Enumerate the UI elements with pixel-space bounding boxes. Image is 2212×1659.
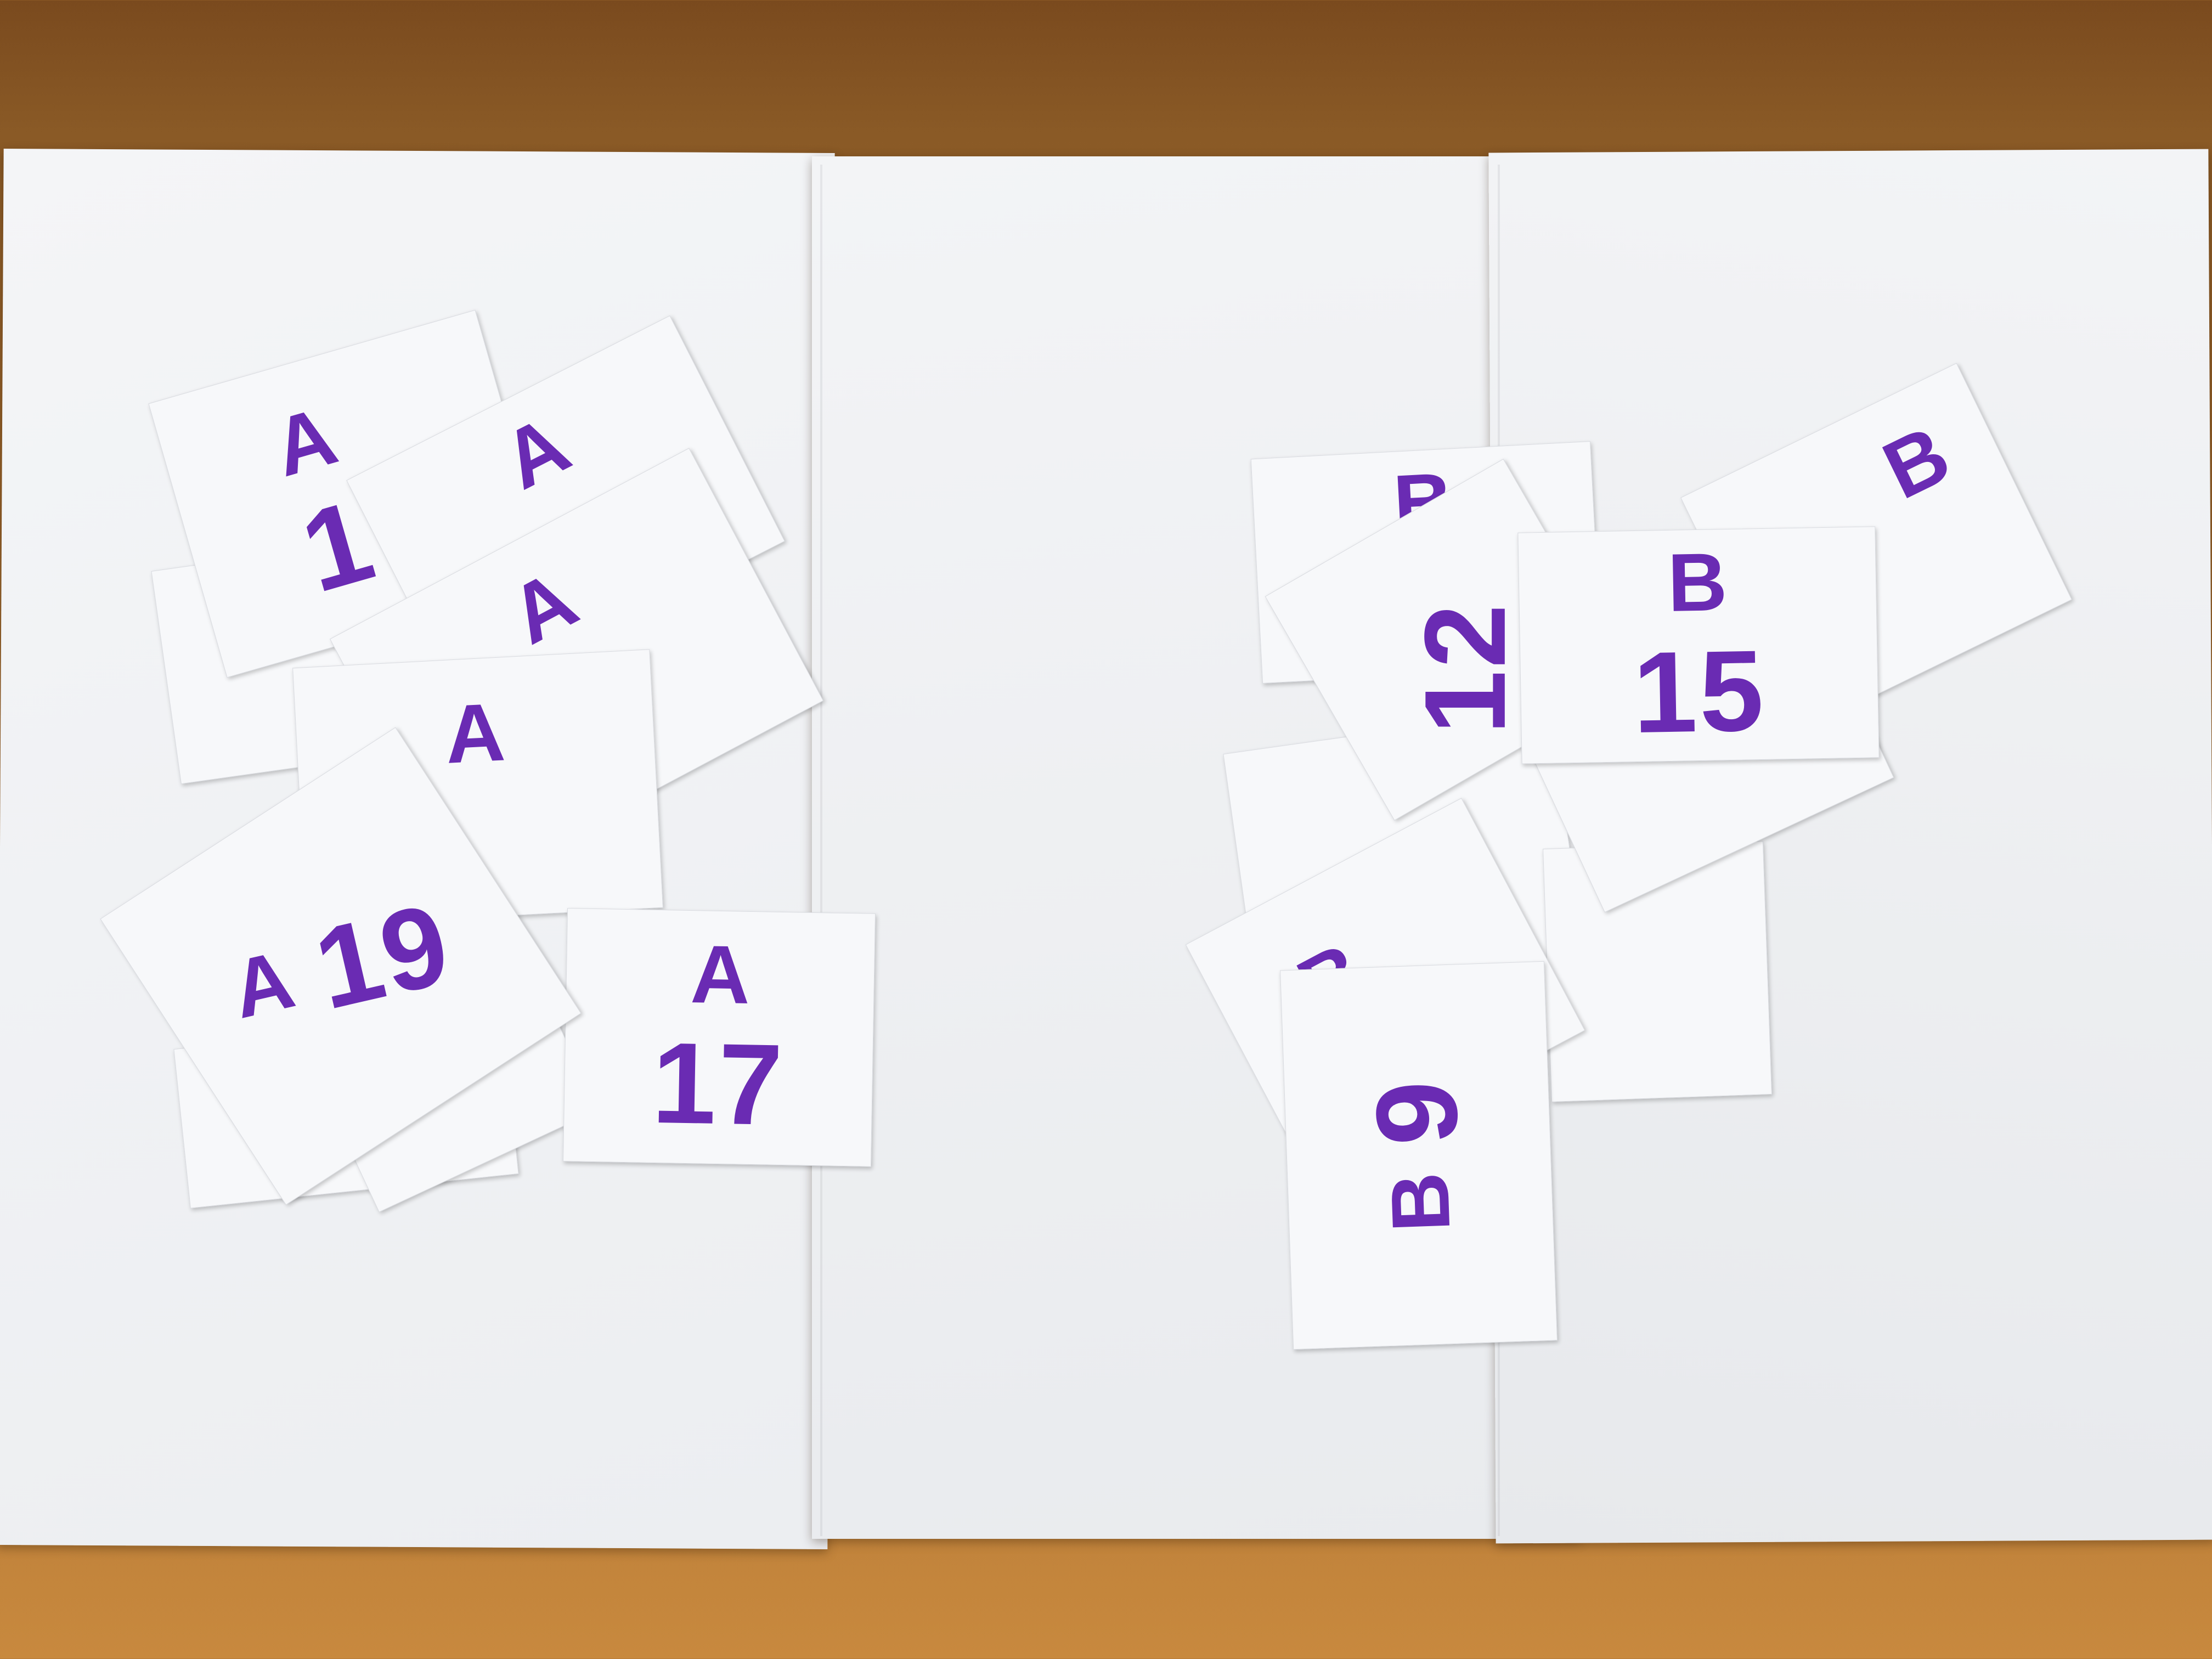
- card-b-9[interactable]: B 9: [1280, 961, 1558, 1350]
- card-letter: B: [1667, 535, 1728, 629]
- paper-fold-line: [820, 165, 822, 1536]
- card-letter: A: [690, 928, 751, 1021]
- card-b-15[interactable]: B 15: [1517, 526, 1880, 764]
- card-a-19-content: A 19: [221, 878, 462, 1047]
- card-number: 9: [1351, 1076, 1483, 1148]
- card-letter: A: [488, 397, 583, 507]
- card-a-17[interactable]: A 17: [563, 908, 876, 1167]
- card-letter: B: [1373, 1171, 1468, 1234]
- card-letter: A: [263, 388, 346, 494]
- card-number: 12: [1401, 602, 1530, 735]
- card-letter: B: [1869, 407, 1963, 517]
- card-letter: A: [223, 932, 302, 1036]
- card-number: 17: [651, 1018, 786, 1150]
- card-letter: A: [495, 552, 591, 662]
- card-number: 15: [1632, 625, 1767, 758]
- card-number: 19: [303, 878, 462, 1034]
- card-b-9-content: B 9: [1351, 1076, 1483, 1234]
- card-letter: A: [443, 685, 507, 781]
